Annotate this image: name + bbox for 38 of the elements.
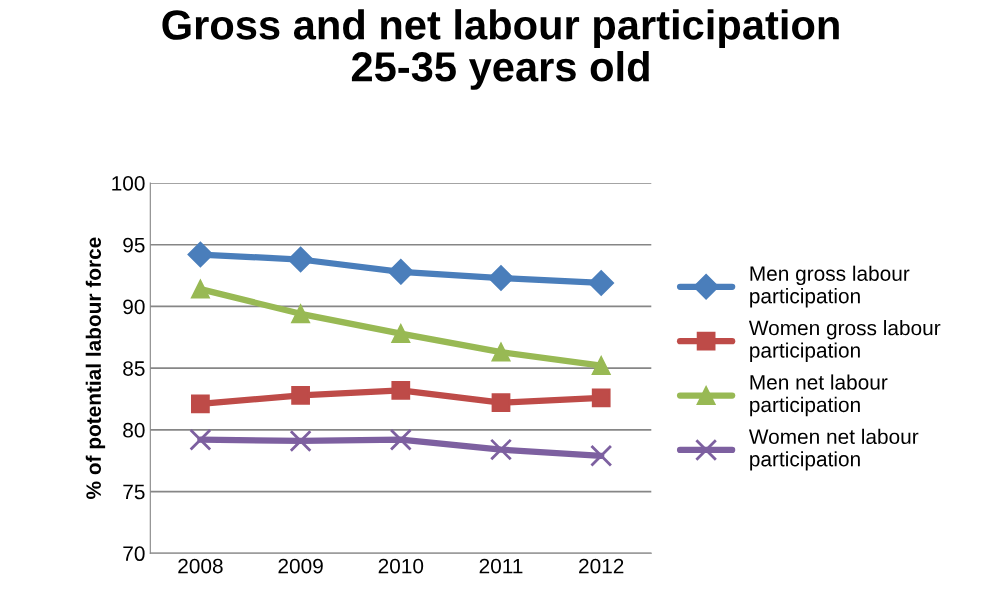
legend-label: Men net labour participation — [750, 374, 888, 417]
x-tick-label: 2010 — [378, 558, 424, 574]
point — [391, 380, 411, 400]
point — [187, 241, 214, 268]
point — [489, 438, 513, 461]
point — [588, 270, 615, 296]
point — [189, 428, 212, 451]
point — [488, 265, 514, 291]
x-tick-label: 2008 — [178, 558, 223, 574]
x-tick-label: 2009 — [278, 558, 323, 574]
point — [389, 428, 412, 451]
point — [387, 259, 414, 285]
point — [591, 356, 611, 376]
point — [590, 444, 613, 467]
point — [291, 304, 310, 324]
point — [391, 324, 411, 343]
point — [191, 394, 210, 414]
y-tick-label: 85 — [123, 361, 145, 376]
y-tick-label: 95 — [123, 237, 145, 253]
y-tick-label: 80 — [123, 422, 145, 438]
legend-label: Women net labour participation — [748, 428, 919, 471]
point — [291, 385, 310, 405]
y-tick-label: 75 — [123, 484, 145, 500]
chart-title: Gross and net labour participation 25-35 years old — [162, 9, 839, 90]
point — [289, 429, 312, 453]
point — [491, 342, 511, 362]
legend-label: Women gross labour participation — [748, 320, 941, 362]
point — [591, 388, 611, 408]
x-tick-label: 2011 — [479, 558, 523, 574]
legend-label: Men gross labour participation — [750, 265, 910, 308]
point — [191, 279, 210, 299]
point — [491, 393, 511, 413]
y-tick-label: 100 — [112, 176, 145, 191]
y-tick-label: 70 — [123, 546, 145, 562]
y-tick-label: 90 — [123, 299, 145, 315]
x-tick-label: 2012 — [579, 558, 624, 574]
y-axis-title: % of potential labour force — [85, 237, 106, 499]
point — [287, 246, 314, 273]
